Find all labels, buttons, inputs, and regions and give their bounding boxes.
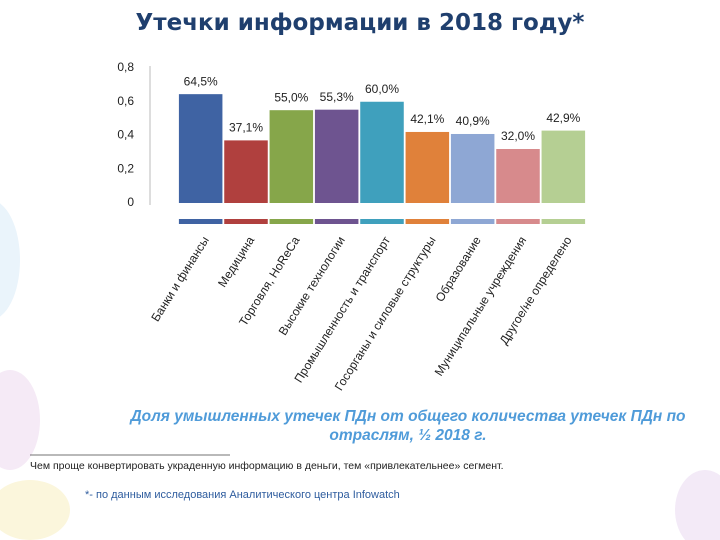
bar (541, 130, 586, 203)
x-tick-label: Муниципальные учреждения (432, 234, 530, 379)
value-label: 55,0% (274, 90, 308, 104)
y-tick-label: 0 (127, 195, 134, 209)
title: Утечки информации в 2018 году* (135, 10, 585, 36)
color-strip (450, 219, 495, 224)
decoration (0, 203, 20, 317)
footnote: *- по данным исследования Аналитического… (85, 489, 400, 501)
x-tick-label: Банки и финансы (148, 234, 212, 324)
x-tick-label: Образование (433, 234, 484, 305)
color-strip (405, 219, 450, 224)
x-tick-label: Промышленность и транспорт (291, 233, 393, 385)
bar (178, 94, 223, 203)
value-label: 40,9% (456, 114, 490, 128)
y-tick-label: 0,2 (117, 161, 134, 175)
color-strip (224, 219, 268, 224)
value-label: 64,5% (184, 74, 218, 88)
y-tick-label: 0,8 (117, 60, 134, 74)
value-label: 42,1% (410, 112, 444, 126)
value-label: 60,0% (365, 82, 399, 96)
value-label: 55,3% (320, 90, 354, 104)
value-label: 32,0% (501, 129, 535, 143)
color-strip (360, 219, 404, 224)
value-label: 42,9% (546, 111, 580, 125)
bar (405, 131, 450, 203)
color-strip (269, 219, 314, 224)
bar (450, 133, 495, 203)
color-strip (178, 219, 223, 224)
y-tick-label: 0,4 (117, 128, 134, 142)
decoration (0, 480, 70, 540)
bar (269, 110, 314, 203)
note: Чем проще конвертировать украденную инфо… (30, 460, 504, 472)
color-strip (314, 219, 359, 224)
bar (496, 149, 540, 203)
bar (224, 140, 268, 203)
color-strip (541, 219, 586, 224)
decoration (0, 370, 40, 470)
x-tick-label: Медицина (215, 234, 257, 290)
y-tick-label: 0,6 (117, 94, 134, 108)
bar (314, 109, 359, 203)
bar (360, 101, 404, 203)
color-strip (496, 219, 540, 224)
caption: Доля умышленных утечек ПДн от общего кол… (130, 408, 686, 444)
value-label: 37,1% (229, 121, 263, 135)
decoration (675, 470, 720, 540)
